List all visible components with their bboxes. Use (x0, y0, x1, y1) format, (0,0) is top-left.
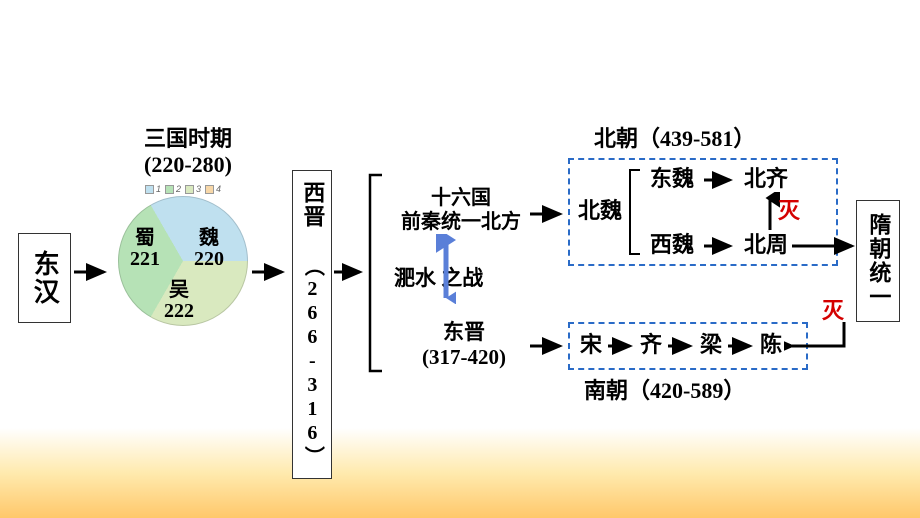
node-dongjin: 东晋 (317-420) (404, 320, 524, 370)
mie-north: 灭 (778, 198, 800, 224)
arrow-xijin-bracket (332, 262, 368, 282)
node-shiliuguo: 十六国 前秦统一北方 (386, 186, 536, 234)
arrow-donghan-sanguo (72, 262, 112, 282)
node-liang: 梁 (700, 332, 722, 358)
arrow-sanguo-xijin (250, 262, 290, 282)
arrow-beizhou-mie-beiqi (760, 192, 780, 234)
arrow-song-qi (606, 336, 638, 356)
sanguo-years: (220-280) (108, 152, 268, 178)
title-beichao: 北朝（439-581） (594, 126, 755, 152)
node-xijin: 西晋 （266-316） (292, 170, 332, 479)
pie-label-wu: 吴222 (164, 280, 194, 322)
arrow-beizhou-sui (790, 236, 870, 266)
pie-label-shu: 蜀221 (130, 228, 160, 270)
title-nanchao: 南朝（420-589） (584, 378, 745, 404)
arrow-shiliuguo-beiwei (528, 204, 568, 224)
pie-chart-sanguo: 1 2 3 4 蜀221 魏220 吴222 (118, 184, 248, 326)
bracket-beiwei (628, 168, 644, 256)
node-song: 宋 (580, 332, 602, 358)
node-beiqi: 北齐 (744, 166, 788, 192)
arrow-liang-chen (726, 336, 758, 356)
sanguo-period-label: 三国时期 (108, 126, 268, 152)
arrow-dongwei-beiqi (702, 170, 738, 190)
node-xiwei: 西魏 (650, 232, 694, 258)
double-arrow-feishui (436, 234, 456, 304)
title-sanguo: 三国时期 (220-280) (108, 126, 268, 179)
dongjin-label: 东晋 (404, 320, 524, 345)
shiliuguo-l1: 十六国 (386, 186, 536, 210)
background-gradient (0, 428, 920, 518)
pie-graphic: 蜀221 魏220 吴222 (118, 196, 248, 326)
mie-south: 灭 (822, 298, 844, 324)
arrow-dongjin-song (528, 336, 568, 356)
xijin-label: 西晋 (300, 181, 325, 229)
arrow-xiwei-beizhou (702, 236, 738, 256)
node-beizhou: 北周 (744, 232, 788, 258)
xijin-years: （266-316） (301, 256, 323, 468)
pie-label-wei: 魏220 (194, 228, 224, 270)
node-donghan: 东汉 (18, 233, 71, 323)
node-qi: 齐 (640, 332, 662, 358)
node-dongwei: 东魏 (650, 166, 694, 192)
node-beiwei: 北魏 (578, 198, 622, 224)
dongjin-years: (317-420) (404, 345, 524, 370)
pie-legend: 1 2 3 4 (118, 184, 248, 194)
arrow-qi-liang (666, 336, 698, 356)
shiliuguo-l2: 前秦统一北方 (386, 210, 536, 234)
arrow-sui-mie-chen (784, 320, 864, 360)
bracket-post-xijin (368, 173, 386, 373)
node-chen: 陈 (760, 332, 782, 358)
